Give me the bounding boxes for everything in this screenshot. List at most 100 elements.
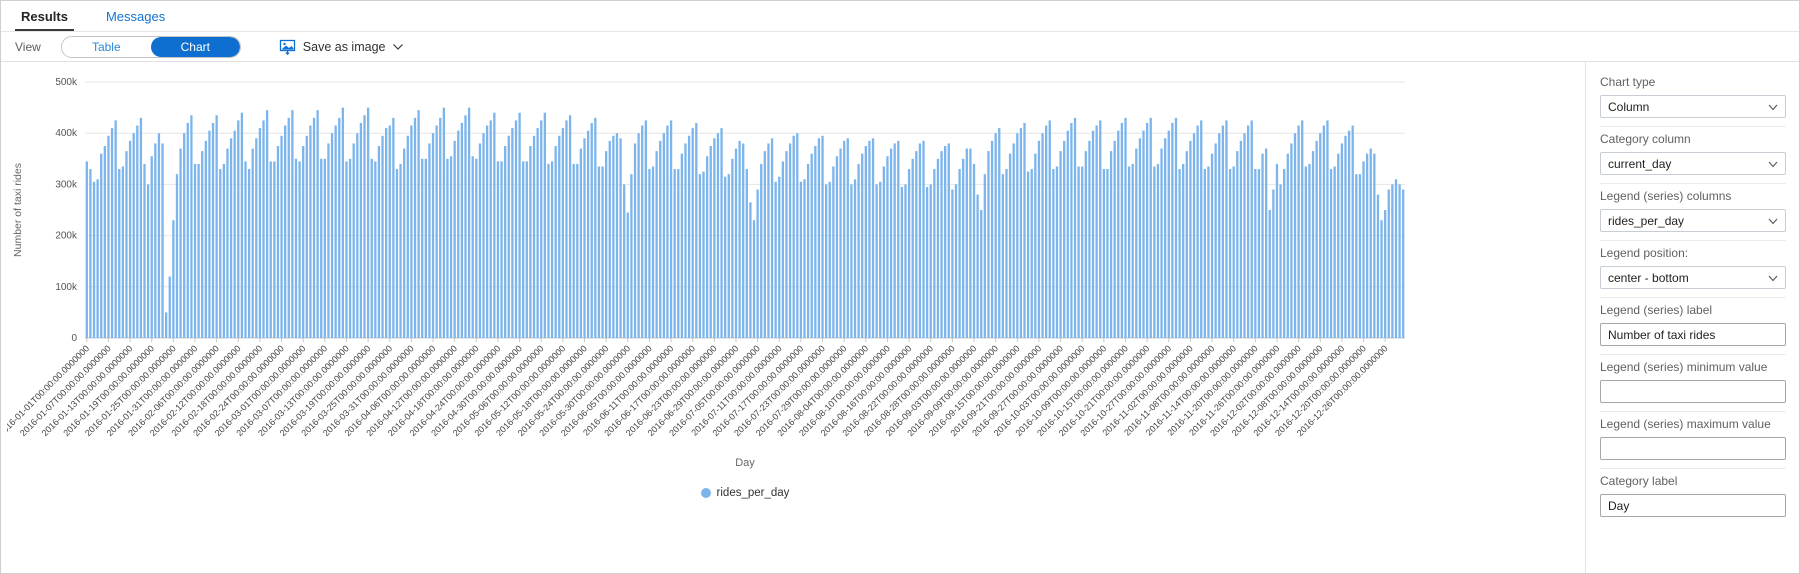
bar [1355, 174, 1358, 338]
bar [785, 151, 788, 338]
bar [1149, 117, 1152, 338]
bar [731, 158, 734, 338]
save-as-image-icon [279, 38, 296, 55]
bar [954, 184, 958, 338]
bar [485, 125, 489, 338]
tab-messages-label: Messages [105, 8, 166, 24]
bar [832, 166, 835, 338]
legend-label-input[interactable] [1600, 323, 1786, 346]
bar [96, 179, 99, 338]
bar [150, 156, 153, 338]
bar [467, 107, 471, 338]
legend-max-input[interactable] [1600, 437, 1786, 460]
bar [1254, 169, 1257, 338]
bar [1203, 169, 1206, 338]
bar [1228, 169, 1232, 338]
bar [1026, 171, 1030, 338]
bar [687, 135, 691, 338]
bar [471, 156, 474, 338]
bar [500, 161, 503, 338]
bar [1106, 169, 1109, 338]
bar [522, 161, 525, 338]
column-chart: 0 100k 200k 300k 400k 500k 2016-01-01T00:00:00… [1, 68, 1585, 485]
bar [727, 174, 730, 338]
bar [1333, 166, 1336, 338]
bar [204, 140, 207, 338]
bar [536, 128, 539, 338]
bar [1088, 140, 1091, 338]
bar [215, 115, 218, 338]
chart-type-dropdown[interactable]: Column [1600, 95, 1786, 118]
bar [276, 146, 280, 338]
bar [1081, 166, 1084, 338]
bar [1261, 153, 1264, 338]
save-as-image-label: Save as image [302, 39, 386, 54]
bar [439, 117, 442, 338]
bar [1192, 133, 1196, 338]
bar [190, 115, 193, 338]
y-tick-label: 500k [55, 77, 78, 88]
bar [265, 110, 269, 338]
bar [1164, 138, 1167, 338]
bar [1048, 120, 1051, 339]
bar [929, 184, 932, 338]
bar [431, 133, 435, 338]
bar [453, 140, 456, 338]
bar [323, 158, 326, 338]
bar [1138, 138, 1142, 338]
bar [814, 146, 817, 338]
category-label-input[interactable] [1600, 494, 1786, 517]
save-as-image-button[interactable]: Save as image [279, 38, 405, 56]
bar [136, 125, 139, 338]
bar [1016, 133, 1019, 338]
chart-toolbar: View Table Chart Save as image [1, 32, 1799, 62]
bar [1402, 189, 1405, 338]
bar [1131, 163, 1134, 338]
category-column-dropdown[interactable]: current_day [1600, 152, 1786, 175]
bar [843, 140, 846, 338]
legend-min-field: Legend (series) minimum value [1600, 354, 1786, 411]
bar [291, 110, 294, 338]
legend-columns-label: Legend (series) columns [1600, 189, 1732, 203]
bar [1290, 143, 1293, 338]
bar [824, 184, 828, 338]
legend-columns-field: Legend (series) columns rides_per_day [1600, 183, 1786, 240]
bar [774, 181, 777, 338]
bar [312, 117, 316, 338]
tab-results[interactable]: Results [15, 1, 74, 31]
bar [107, 135, 110, 338]
bar [219, 169, 222, 338]
bar [1200, 120, 1203, 339]
bar [962, 158, 965, 338]
bar [915, 151, 918, 338]
chart-toggle-button[interactable]: Chart [150, 36, 240, 57]
category-label-field: Category label [1600, 468, 1786, 525]
bar [1034, 153, 1037, 338]
chevron-down-icon [1768, 100, 1778, 114]
bar [543, 112, 546, 338]
bar [1070, 122, 1073, 339]
table-toggle-label: Table [91, 39, 121, 54]
legend-label-field: Legend (series) label [1600, 297, 1786, 354]
bar [395, 169, 399, 338]
bar [958, 169, 961, 338]
legend-position-dropdown[interactable]: center - bottom [1600, 266, 1786, 289]
bar [460, 122, 464, 339]
bar [348, 158, 352, 338]
bar [630, 174, 633, 338]
legend-min-input[interactable] [1600, 380, 1786, 403]
tab-messages[interactable]: Messages [100, 1, 171, 31]
bar [742, 143, 745, 338]
legend-item[interactable]: rides_per_day [700, 487, 789, 499]
bar [428, 143, 431, 338]
bar [446, 158, 449, 338]
bar [511, 128, 514, 338]
bar [1099, 120, 1102, 339]
bar [374, 161, 377, 338]
bar [175, 174, 179, 338]
bar [302, 146, 305, 338]
legend-columns-dropdown[interactable]: rides_per_day [1600, 209, 1786, 232]
table-toggle-button[interactable]: Table [61, 36, 151, 57]
bar [89, 169, 92, 338]
bar [752, 220, 756, 338]
